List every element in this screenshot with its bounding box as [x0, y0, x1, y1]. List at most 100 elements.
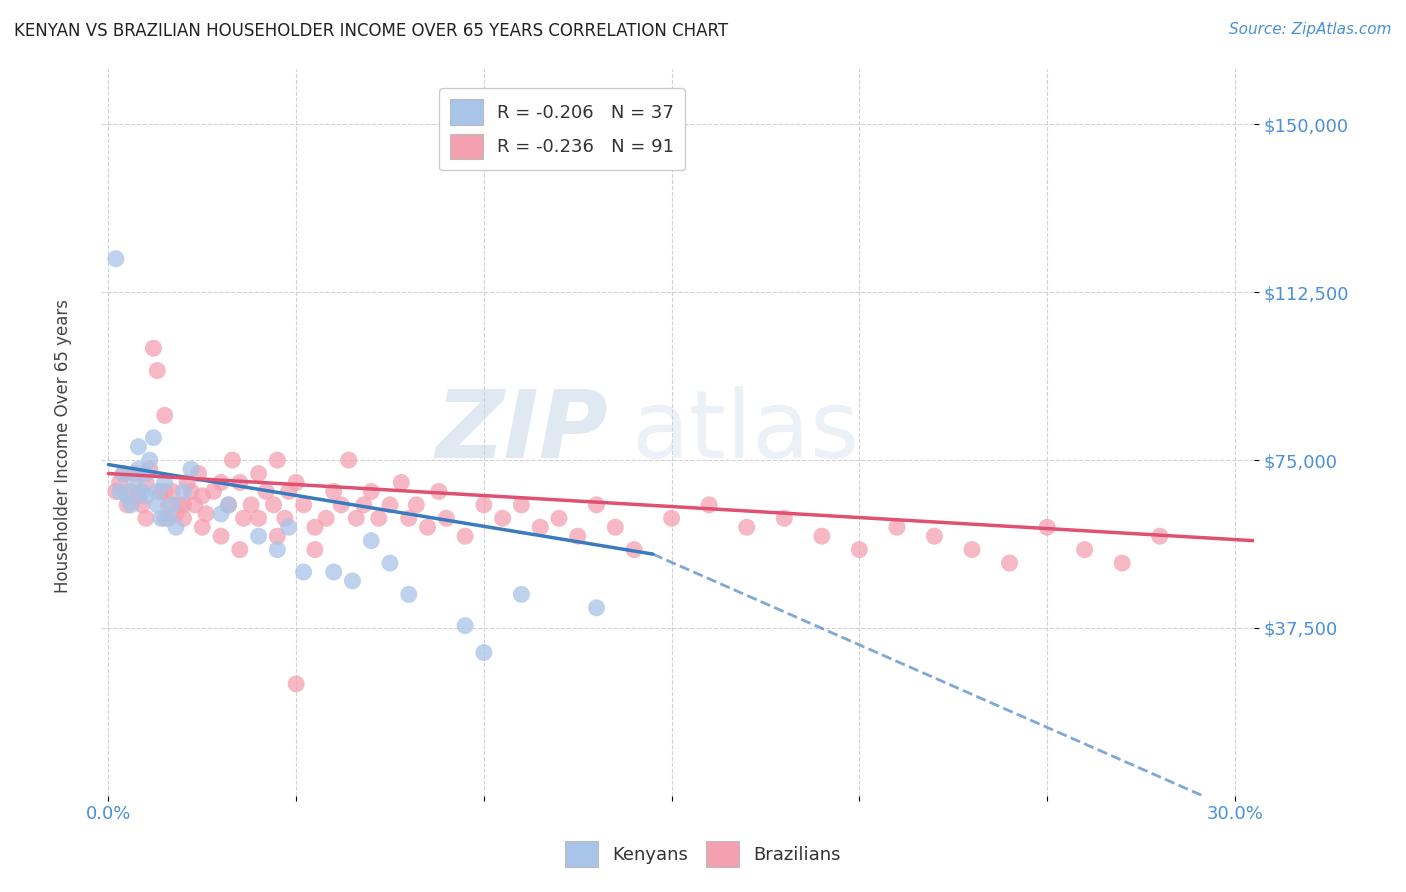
Point: [529, 520, 551, 534]
Point: [330, 498, 353, 512]
Point: [247, 511, 270, 525]
Point: [120, 484, 142, 499]
Point: [142, 341, 165, 355]
Point: [165, 507, 187, 521]
Point: [108, 484, 131, 499]
Point: [209, 529, 232, 543]
Point: [661, 511, 683, 525]
Point: [266, 529, 288, 543]
Point: [427, 484, 450, 499]
Point: [344, 511, 367, 525]
Point: [135, 467, 157, 481]
Point: [886, 520, 908, 534]
Point: [342, 574, 364, 588]
Point: [1149, 529, 1171, 543]
Point: [266, 453, 288, 467]
Point: [454, 529, 477, 543]
Text: atlas: atlas: [631, 386, 859, 478]
Legend: Kenyans, Brazilians: Kenyans, Brazilians: [558, 834, 848, 874]
Point: [292, 498, 315, 512]
Point: [229, 475, 252, 490]
Point: [153, 484, 176, 499]
Point: [337, 453, 360, 467]
Point: [180, 484, 202, 499]
Point: [998, 556, 1021, 570]
Point: [605, 520, 627, 534]
Point: [367, 511, 389, 525]
Point: [127, 462, 149, 476]
Text: KENYAN VS BRAZILIAN HOUSEHOLDER INCOME OVER 65 YEARS CORRELATION CHART: KENYAN VS BRAZILIAN HOUSEHOLDER INCOME O…: [14, 22, 728, 40]
Point: [115, 498, 138, 512]
Point: [378, 556, 401, 570]
Point: [1073, 542, 1095, 557]
Point: [322, 484, 344, 499]
Point: [398, 511, 420, 525]
Point: [135, 511, 157, 525]
Point: [277, 520, 299, 534]
Point: [112, 467, 135, 481]
Point: [1036, 520, 1059, 534]
Point: [209, 507, 232, 521]
Point: [389, 475, 412, 490]
Point: [124, 475, 146, 490]
Point: [146, 498, 169, 512]
Point: [360, 533, 382, 548]
Point: [104, 252, 127, 266]
Point: [292, 565, 315, 579]
Point: [285, 677, 308, 691]
Point: [510, 498, 533, 512]
Point: [142, 431, 165, 445]
Point: [247, 467, 270, 481]
Point: [138, 453, 160, 467]
Point: [131, 484, 153, 499]
Point: [169, 498, 191, 512]
Point: [153, 511, 176, 525]
Point: [146, 363, 169, 377]
Point: [229, 542, 252, 557]
Point: [434, 511, 457, 525]
Point: [218, 498, 240, 512]
Point: [160, 484, 183, 499]
Point: [254, 484, 277, 499]
Point: [104, 484, 127, 499]
Point: [492, 511, 515, 525]
Point: [191, 489, 214, 503]
Point: [149, 484, 172, 499]
Point: [221, 453, 243, 467]
Point: [285, 475, 308, 490]
Point: [848, 542, 870, 557]
Point: [623, 542, 645, 557]
Point: [218, 498, 240, 512]
Point: [567, 529, 589, 543]
Point: [138, 462, 160, 476]
Point: [195, 507, 218, 521]
Point: [115, 489, 138, 503]
Point: [153, 475, 176, 490]
Point: [266, 542, 288, 557]
Point: [165, 520, 187, 534]
Point: [157, 511, 180, 525]
Point: [548, 511, 571, 525]
Point: [180, 462, 202, 476]
Point: [160, 498, 183, 512]
Point: [735, 520, 758, 534]
Legend: R = -0.206   N = 37, R = -0.236   N = 91: R = -0.206 N = 37, R = -0.236 N = 91: [439, 88, 685, 170]
Point: [277, 484, 299, 499]
Point: [773, 511, 796, 525]
Point: [135, 489, 157, 503]
Point: [697, 498, 720, 512]
Point: [454, 618, 477, 632]
Point: [124, 467, 146, 481]
Point: [263, 498, 285, 512]
Point: [1111, 556, 1133, 570]
Text: Householder Income Over 65 years: Householder Income Over 65 years: [55, 299, 72, 593]
Point: [960, 542, 983, 557]
Point: [209, 475, 232, 490]
Point: [184, 498, 207, 512]
Point: [173, 511, 195, 525]
Point: [202, 484, 225, 499]
Point: [378, 498, 401, 512]
Text: ZIP: ZIP: [436, 386, 607, 478]
Point: [585, 600, 607, 615]
Point: [187, 467, 209, 481]
